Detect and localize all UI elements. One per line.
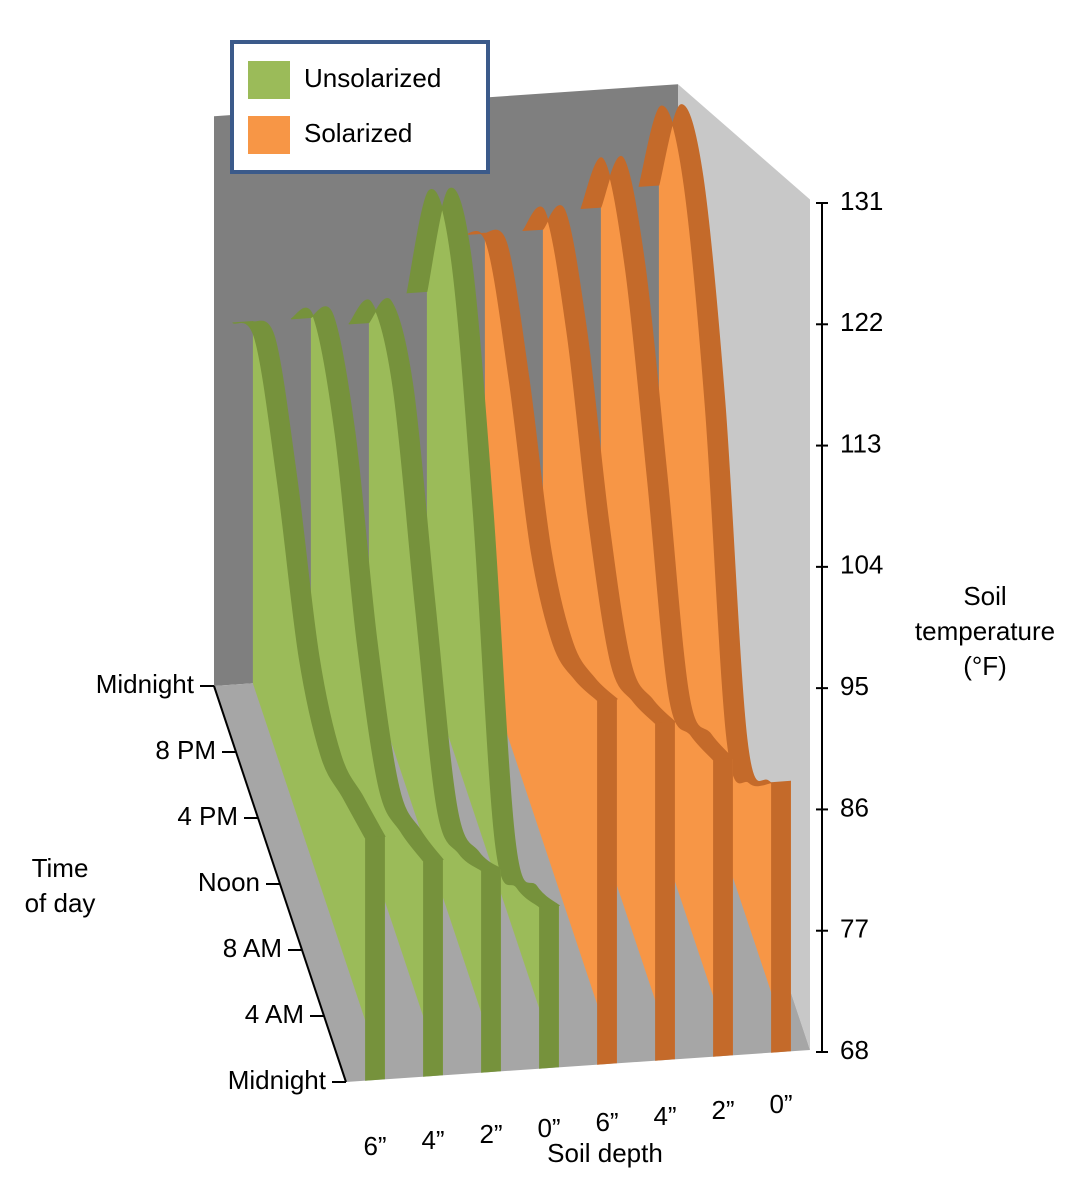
legend-label: Unsolarized: [304, 63, 441, 93]
depth-label: 6”: [595, 1107, 618, 1137]
time-axis-title: Time: [32, 853, 89, 883]
ribbon-front: [713, 758, 733, 1057]
depth-label: 0”: [769, 1089, 792, 1119]
y-axis-title: temperature: [915, 616, 1055, 646]
ribbon-top: [290, 306, 444, 862]
ribbon-front: [481, 868, 501, 1073]
ribbon-front: [365, 836, 385, 1081]
x-tick-label: 8 AM: [223, 933, 282, 963]
ribbon-top: [580, 155, 734, 761]
depth-label: 2”: [479, 1119, 502, 1149]
legend-swatch: [248, 116, 290, 154]
depth-label: 4”: [421, 1125, 444, 1155]
legend-label: Solarized: [304, 118, 412, 148]
x-tick-label: Midnight: [96, 669, 195, 699]
ribbon-top: [638, 104, 791, 787]
y-axis-title: (°F): [963, 651, 1007, 681]
ribbon-front: [771, 781, 791, 1053]
time-axis-title: of day: [25, 888, 96, 918]
ribbon-front: [655, 721, 675, 1061]
ribbon-front: [597, 698, 617, 1065]
plot-area: [214, 84, 810, 1082]
depth-axis-title: Soil depth: [547, 1138, 663, 1168]
x-tick-label: 4 AM: [245, 999, 304, 1029]
y-tick-label: 68: [840, 1035, 869, 1065]
ribbon-top: [406, 187, 561, 908]
depth-label: 4”: [653, 1101, 676, 1131]
depth-label: 2”: [711, 1095, 734, 1125]
y-axis-title: Soil: [963, 581, 1006, 611]
ribbon-front: [539, 905, 559, 1069]
x-tick-label: 8 PM: [155, 735, 216, 765]
depth-label: 6”: [363, 1131, 386, 1161]
depth-label: 0”: [537, 1113, 560, 1143]
ribbon-top: [522, 205, 677, 724]
ribbon-top: [348, 298, 503, 871]
y-tick-label: 86: [840, 792, 869, 822]
y-tick-label: 122: [840, 307, 883, 337]
y-tick-label: 104: [840, 550, 883, 580]
ribbon-front: [423, 859, 443, 1077]
y-tick-label: 95: [840, 671, 869, 701]
y-tick-label: 77: [840, 914, 869, 944]
legend-swatch: [248, 61, 290, 99]
y-tick-label: 131: [840, 186, 883, 216]
x-axis-line: [213, 685, 347, 1083]
x-tick-label: Noon: [198, 867, 260, 897]
ribbon-top: [232, 320, 386, 839]
x-tick-label: Midnight: [228, 1065, 327, 1095]
y-tick-label: 113: [840, 428, 881, 458]
x-tick-label: 4 PM: [177, 801, 238, 831]
